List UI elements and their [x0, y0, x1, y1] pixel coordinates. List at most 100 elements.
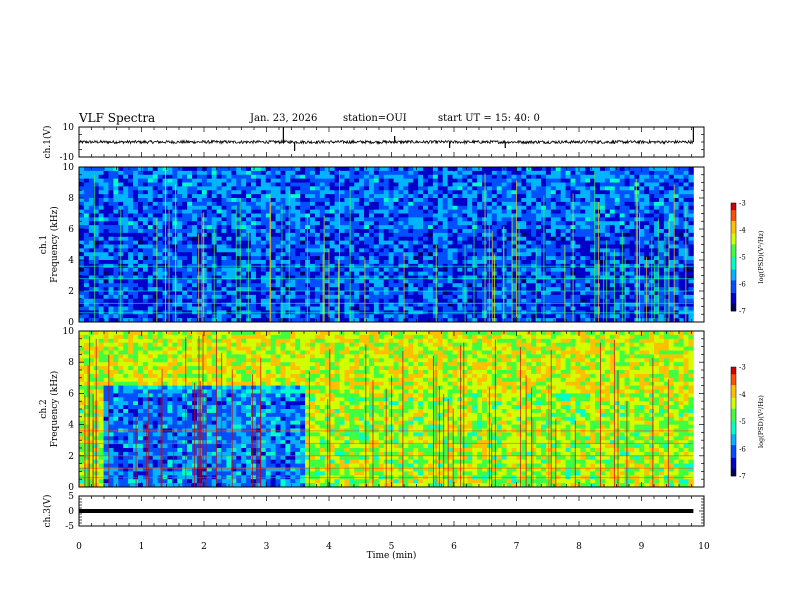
spectrogram-cell [609, 174, 616, 180]
spectrogram-cell [388, 294, 394, 300]
spectrogram-cell [300, 194, 306, 199]
spectrogram-cell [668, 318, 675, 323]
spectrogram-cell [624, 232, 630, 238]
spectrogram-cell [251, 213, 257, 218]
spectrogram-cell [408, 170, 414, 176]
spectrogram-cell [344, 271, 350, 276]
spectrogram-cell [668, 213, 675, 218]
spectrogram-cell [251, 244, 257, 249]
spectrogram-cell [654, 283, 660, 288]
spectrogram-cell [113, 178, 119, 183]
spectrogram-cell [368, 298, 375, 304]
spectrogram-cell [658, 240, 665, 245]
spectrogram-cell [580, 182, 586, 187]
spectrogram-cell [285, 260, 291, 265]
spectrogram-cell [550, 306, 557, 311]
spectrogram-cell [182, 248, 188, 253]
spectrogram-cell [280, 302, 286, 307]
spectrogram-cell [93, 186, 100, 191]
spectrogram-cell [300, 291, 306, 296]
spectrogram-cell [137, 294, 144, 300]
spectrogram-cell [442, 252, 449, 257]
spectrogram-cell [187, 294, 193, 300]
spectrogram-cell [619, 221, 625, 226]
spectrogram-cell [555, 186, 562, 191]
spectrogram-cell [182, 298, 188, 304]
spectrogram-cell [182, 205, 188, 211]
spectrogram-cell [147, 190, 154, 195]
spectrogram-cell [590, 194, 596, 199]
spectrogram-cell [506, 229, 512, 234]
spectrogram-cell [354, 275, 360, 280]
spectrogram-cell [364, 283, 370, 288]
spectrogram-cell [457, 229, 463, 234]
spectrogram-cell [595, 306, 601, 311]
spectrogram-cell [295, 182, 301, 187]
spectrogram-cell [432, 229, 439, 234]
spectrogram-cell [167, 182, 173, 187]
spectrogram-cell [388, 236, 394, 242]
spectrogram-cell [590, 201, 596, 207]
spectrogram-cell [152, 213, 159, 218]
spectrogram-cell [447, 256, 453, 261]
spectrogram-cell [216, 209, 222, 214]
spectrogram-cell [604, 201, 611, 207]
spectrogram-cell [663, 256, 670, 261]
spectrogram-cell [457, 314, 463, 319]
spectrogram-cell [192, 236, 198, 242]
spectrogram-cell [673, 221, 680, 226]
spectrogram-cell [668, 314, 675, 319]
spectrogram-cell [251, 225, 257, 230]
spectrogram-cell [157, 240, 163, 245]
spectrogram-cell [201, 314, 208, 319]
spectrogram-cell [467, 298, 473, 304]
spectrogram-cell [511, 283, 517, 288]
spectrogram-cell [663, 229, 670, 234]
spectrogram-cell [447, 178, 453, 183]
spectrogram-cell [314, 240, 321, 245]
spectrogram-cell [604, 167, 611, 172]
spectrogram-cell [255, 294, 262, 300]
spectrogram-cell [226, 178, 232, 183]
spectrogram-cell [423, 221, 429, 226]
spectrogram-cell [398, 294, 404, 300]
spectrogram-cell [79, 198, 85, 203]
spectrogram-cell [329, 240, 335, 245]
spectrogram-cell [192, 244, 198, 249]
spectrogram-cell [211, 167, 218, 172]
spectrogram-cell [452, 287, 458, 292]
spectrogram-cell [113, 275, 119, 280]
spectrogram-cell [403, 225, 409, 230]
spectrogram-cell [423, 314, 429, 319]
spectrogram-cell [172, 225, 178, 230]
spectrogram-cell [344, 182, 350, 187]
spectrogram-cell [408, 236, 414, 242]
spectrogram-cell [236, 271, 242, 276]
spectrogram-cell [221, 279, 227, 284]
spectrogram-cell [310, 198, 316, 203]
spectrogram-cell [545, 170, 552, 176]
spectrogram-cell [255, 194, 262, 199]
spectrogram-cell [339, 174, 345, 180]
spectrogram-cell [201, 252, 208, 257]
spectrogram-cell [624, 240, 630, 245]
spectrogram-cell [334, 167, 340, 172]
spectrogram-cell [511, 271, 517, 276]
spectrogram-cell [260, 298, 267, 304]
spectrogram-cell [437, 201, 444, 207]
spectrogram-cell [432, 190, 439, 195]
spectrogram-cell [354, 260, 360, 265]
spectrogram-cell [452, 190, 458, 195]
spectrogram-cell [423, 318, 429, 323]
spectrogram-cell [172, 167, 178, 172]
spectrogram-cell [599, 260, 606, 265]
spectrogram-cell [452, 275, 458, 280]
spectrogram-cell [334, 186, 340, 191]
spectrogram-cell [413, 240, 419, 245]
spectrogram-cell [216, 167, 222, 172]
spectrogram-cell [201, 279, 208, 284]
spectrogram-cell [545, 232, 552, 238]
spectrogram-cell [644, 248, 650, 253]
spectrogram-cell [359, 314, 365, 319]
spectrogram-cell [477, 240, 483, 245]
